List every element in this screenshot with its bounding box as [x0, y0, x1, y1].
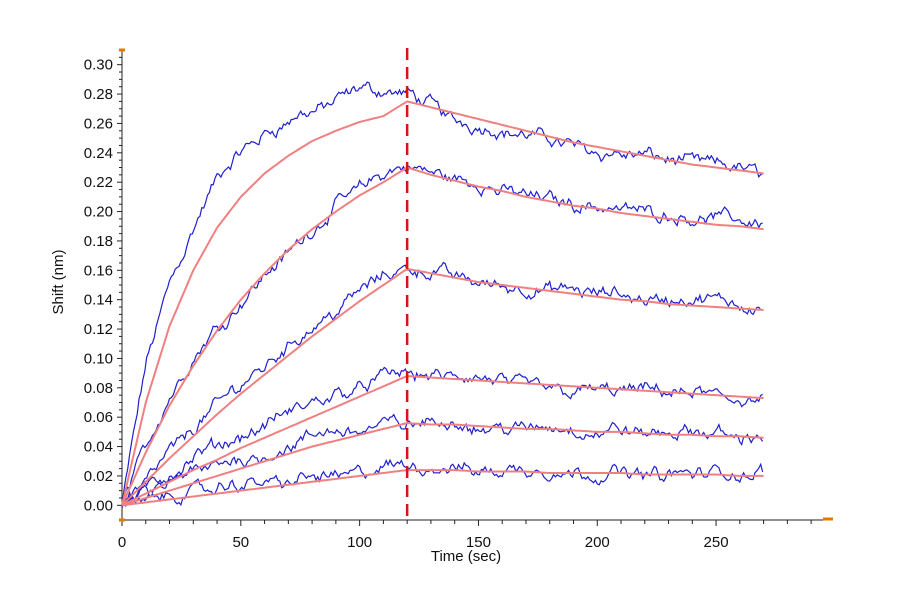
measured-trace-6 — [121, 458, 764, 508]
y-tick-label: 0.02 — [84, 468, 113, 485]
y-tick-label: 0.30 — [84, 57, 113, 74]
y-tick-label: 0.08 — [84, 380, 113, 397]
x-tick-label: 50 — [232, 534, 249, 551]
y-tick-label: 0.24 — [84, 145, 113, 162]
measured-trace-2 — [121, 165, 763, 506]
y-tick-label: 0.06 — [84, 409, 113, 426]
y-tick-label: 0.16 — [84, 262, 113, 279]
y-tick-label: 0.26 — [84, 115, 113, 132]
fit-curve-2 — [121, 166, 764, 506]
fit-curve-4 — [121, 375, 764, 507]
fit-curve-1 — [121, 100, 764, 506]
fit-curve-6 — [121, 469, 764, 507]
y-tick-label: 0.00 — [84, 497, 113, 514]
y-tick-label: 0.10 — [84, 350, 113, 367]
y-tick-label: 0.18 — [84, 233, 113, 250]
y-axis-title: Shift (nm) — [50, 249, 67, 314]
y-tick-label: 0.22 — [84, 174, 113, 191]
x-axis-title: Time (sec) — [431, 548, 501, 565]
measured-trace-1 — [121, 81, 763, 505]
x-tick-label: 100 — [347, 534, 372, 551]
fit-curve-3 — [121, 267, 764, 507]
x-tick-label: 150 — [466, 534, 491, 551]
y-tick-label: 0.20 — [84, 204, 113, 221]
axes: 0.00 0.02 0.04 0.06 0.08 0.10 0.12 0.14 0.16 0.18… — [84, 48, 833, 551]
x-tick-label: 250 — [704, 534, 729, 551]
x-tick-label: 200 — [585, 534, 610, 551]
traces — [121, 81, 764, 508]
measured-trace-3 — [121, 261, 763, 506]
x-tick-label: 0 — [118, 534, 126, 551]
y-tick-label: 0.12 — [84, 321, 113, 338]
y-tick-label: 0.28 — [84, 86, 113, 103]
y-tick-label: 0.14 — [84, 292, 113, 309]
fit-curve-5 — [121, 422, 764, 507]
y-tick-label: 0.04 — [84, 439, 113, 456]
